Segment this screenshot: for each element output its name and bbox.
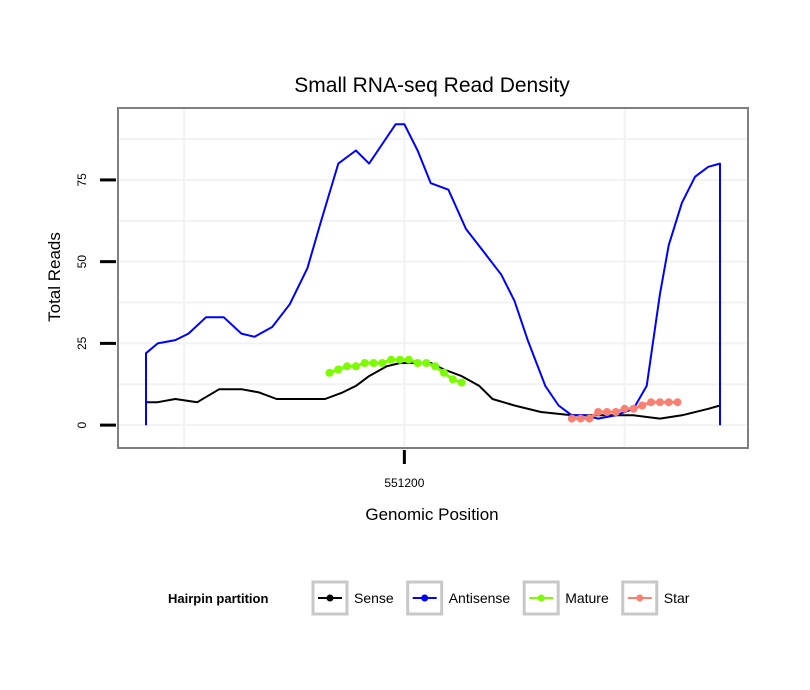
data-point-star	[629, 404, 638, 413]
data-point-mature	[422, 359, 431, 367]
gridlines	[118, 108, 748, 448]
series-layer	[145, 123, 721, 426]
data-point-star	[576, 414, 585, 423]
data-point-star	[611, 408, 620, 416]
series-line-mature	[328, 358, 463, 385]
legend-label: Sense	[354, 590, 394, 606]
data-point-star	[594, 408, 603, 416]
series-antisense	[145, 123, 721, 426]
y-axis: 0 25 50 75	[75, 173, 116, 428]
data-point-mature	[334, 365, 343, 374]
series-mature	[325, 355, 466, 387]
legend-label: Mature	[565, 590, 609, 606]
plot-border	[117, 107, 749, 449]
data-point-mature	[351, 362, 360, 371]
y-tick-label: 25	[75, 336, 89, 350]
data-point-mature	[431, 362, 440, 371]
legend-title: Hairpin partition	[168, 591, 268, 606]
legend-item-star: Star	[621, 580, 690, 616]
data-point-mature	[378, 359, 387, 367]
series-line-antisense	[145, 123, 721, 426]
data-point-mature	[440, 368, 448, 377]
data-point-mature	[387, 355, 396, 364]
data-point-mature	[343, 362, 352, 371]
legend-item-sense: Sense	[311, 580, 394, 616]
legend-item-mature: Mature	[522, 580, 609, 616]
data-point-star	[655, 398, 664, 407]
data-point-star	[585, 414, 594, 423]
data-point-mature	[413, 359, 422, 367]
legend-key-point	[537, 594, 545, 602]
legend: Hairpin partition Sense Antisense Mature Sta…	[168, 580, 690, 616]
legend-item-antisense: Antisense	[406, 580, 511, 616]
data-point-mature	[404, 355, 413, 364]
y-tick-label: 50	[75, 255, 89, 269]
legend-key-point	[326, 594, 334, 602]
series-star	[567, 398, 682, 423]
data-point-star	[647, 398, 656, 407]
data-point-star	[673, 398, 682, 407]
legend-key-point	[636, 594, 644, 602]
data-point-mature	[457, 378, 466, 387]
data-point-mature	[369, 359, 378, 367]
y-tick-label: 0	[75, 421, 89, 428]
data-point-star	[603, 408, 611, 416]
x-axis-label: Genomic Position	[365, 505, 498, 524]
data-point-star	[620, 404, 629, 413]
chart-title: Small RNA-seq Read Density	[294, 74, 570, 97]
data-point-mature	[448, 375, 457, 384]
data-point-mature	[396, 355, 404, 364]
y-axis-label: Total Reads	[45, 232, 64, 322]
data-point-star	[638, 401, 647, 410]
plot-panel	[118, 108, 748, 448]
data-point-star	[567, 414, 576, 423]
x-axis: 551200551100	[384, 450, 425, 490]
legend-key-point	[421, 594, 429, 602]
legend-label: Star	[664, 590, 690, 606]
data-point-mature	[360, 359, 369, 367]
legend-label: Antisense	[449, 590, 511, 606]
y-tick-label: 75	[75, 173, 89, 187]
data-point-star	[664, 398, 673, 407]
panel-background	[118, 108, 748, 448]
data-point-mature	[325, 368, 334, 377]
x-tick-label: 551200	[384, 476, 424, 490]
